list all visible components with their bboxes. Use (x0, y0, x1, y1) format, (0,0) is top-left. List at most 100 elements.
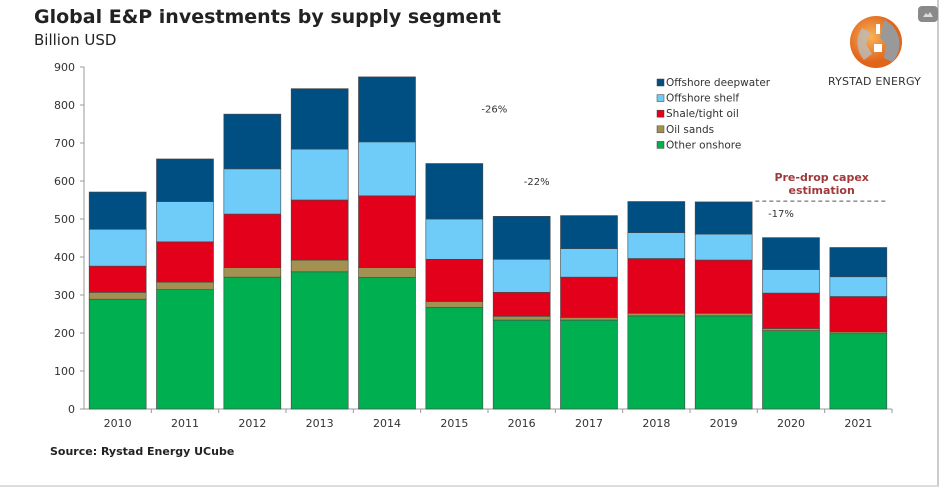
legend-swatch (656, 94, 665, 102)
y-tick-label: 100 (54, 365, 75, 378)
y-tick-label: 900 (54, 61, 75, 74)
legend-label: Oil sands (666, 124, 714, 136)
y-tick-label: 0 (68, 403, 75, 416)
legend-label: Shale/tight oil (666, 108, 739, 120)
bar-shale-tight-oil-2017 (560, 276, 618, 318)
bar-oil-sands-2013 (290, 259, 349, 273)
bar-other-onshore-2014 (358, 277, 416, 410)
bar-shale-tight-oil-2018 (627, 258, 686, 314)
y-tick-label: 300 (54, 289, 75, 302)
bar-offshore-deepwater-2014 (358, 76, 416, 143)
bar-oil-sands-2020 (762, 328, 820, 332)
y-tick-label: 600 (54, 175, 75, 188)
bar-shale-tight-oil-2020 (762, 292, 820, 329)
bar-shale-tight-oil-2013 (290, 199, 349, 261)
bar-offshore-shelf-2019 (694, 233, 753, 261)
x-tick-label: 2020 (777, 417, 805, 430)
bar-offshore-deepwater-2012 (223, 113, 282, 170)
bar-other-onshore-2017 (560, 319, 618, 410)
bar-offshore-shelf-2021 (829, 276, 888, 297)
bar-shale-tight-oil-2011 (156, 241, 214, 283)
bar-shale-tight-oil-2015 (425, 258, 484, 302)
bar-offshore-deepwater-2019 (694, 201, 753, 235)
bar-shale-tight-oil-2021 (829, 296, 888, 333)
bar-oil-sands-2017 (560, 317, 618, 321)
bar-shale-tight-oil-2014 (358, 195, 416, 268)
x-tick-label: 2016 (508, 417, 536, 430)
legend-swatch (656, 109, 665, 118)
legend-label: Offshore shelf (666, 93, 739, 105)
pre-drop-label: estimation (788, 184, 854, 197)
legend-swatch (656, 141, 665, 149)
bar-offshore-deepwater-2015 (425, 163, 484, 220)
bar-other-onshore-2016 (492, 319, 551, 410)
x-tick-label: 2013 (306, 417, 334, 430)
bar-shale-tight-oil-2010 (88, 265, 147, 293)
bar-offshore-shelf-2010 (88, 228, 147, 267)
bar-other-onshore-2013 (290, 271, 349, 410)
bar-offshore-deepwater-2013 (290, 88, 349, 150)
chart-subtitle: Billion USD (34, 31, 117, 49)
bar-offshore-deepwater-2010 (88, 191, 147, 230)
bar-offshore-deepwater-2020 (762, 237, 820, 270)
bar-offshore-shelf-2011 (156, 201, 214, 243)
y-tick-label: 700 (54, 137, 75, 150)
bar-offshore-shelf-2012 (223, 168, 282, 215)
bar-offshore-shelf-2015 (425, 218, 484, 260)
bar-oil-sands-2011 (156, 281, 214, 290)
bar-offshore-shelf-2013 (290, 148, 349, 201)
bar-shale-tight-oil-2012 (223, 213, 282, 268)
y-tick-label: 400 (54, 251, 75, 264)
change-annotation: -22% (524, 177, 550, 188)
y-tick-label: 500 (54, 213, 75, 226)
legend-swatch (656, 125, 665, 134)
image-icon[interactable] (918, 6, 938, 22)
x-tick-label: 2019 (710, 417, 738, 430)
bar-other-onshore-2012 (223, 276, 282, 410)
logo-text: RYSTAD ENERGY (828, 75, 922, 88)
bar-oil-sands-2010 (88, 292, 147, 300)
change-annotation: -17% (768, 209, 794, 220)
bar-offshore-deepwater-2018 (627, 201, 686, 233)
bar-offshore-shelf-2014 (358, 141, 416, 197)
chart-title: Global E&P investments by supply segment (34, 6, 501, 28)
bar-offshore-deepwater-2017 (560, 215, 618, 249)
bar-other-onshore-2010 (88, 298, 147, 410)
bar-oil-sands-2019 (694, 312, 753, 317)
bar-shale-tight-oil-2016 (492, 292, 551, 317)
legend-swatch (656, 78, 665, 87)
bar-oil-sands-2014 (358, 267, 416, 278)
bar-offshore-shelf-2020 (762, 269, 820, 294)
x-tick-label: 2012 (238, 417, 266, 430)
bar-offshore-shelf-2017 (560, 248, 618, 278)
x-tick-label: 2021 (844, 417, 872, 430)
pre-drop-label: Pre-drop capex (774, 171, 868, 184)
bar-oil-sands-2018 (627, 312, 686, 317)
x-tick-label: 2014 (373, 417, 401, 430)
x-tick-label: 2010 (104, 417, 132, 430)
y-tick-label: 200 (54, 327, 75, 340)
bar-oil-sands-2016 (492, 315, 551, 321)
x-tick-label: 2011 (171, 417, 199, 430)
bar-offshore-deepwater-2016 (492, 216, 551, 260)
bar-oil-sands-2012 (223, 267, 282, 278)
change-annotation: -26% (481, 105, 507, 116)
x-tick-label: 2017 (575, 417, 603, 430)
legend-label: Other onshore (666, 139, 741, 151)
x-tick-label: 2018 (642, 417, 670, 430)
bar-offshore-shelf-2016 (492, 258, 551, 293)
bar-oil-sands-2015 (425, 301, 484, 308)
bar-other-onshore-2020 (762, 330, 820, 410)
legend-label: Offshore deepwater (666, 77, 771, 89)
x-tick-label: 2015 (440, 417, 468, 430)
bar-other-onshore-2011 (156, 289, 214, 410)
bar-other-onshore-2015 (425, 307, 484, 410)
bar-shale-tight-oil-2019 (694, 259, 753, 314)
source-note: Source: Rystad Energy UCube (50, 445, 235, 458)
bar-offshore-shelf-2018 (627, 232, 686, 259)
bar-other-onshore-2021 (829, 333, 888, 410)
bar-other-onshore-2018 (627, 315, 686, 410)
